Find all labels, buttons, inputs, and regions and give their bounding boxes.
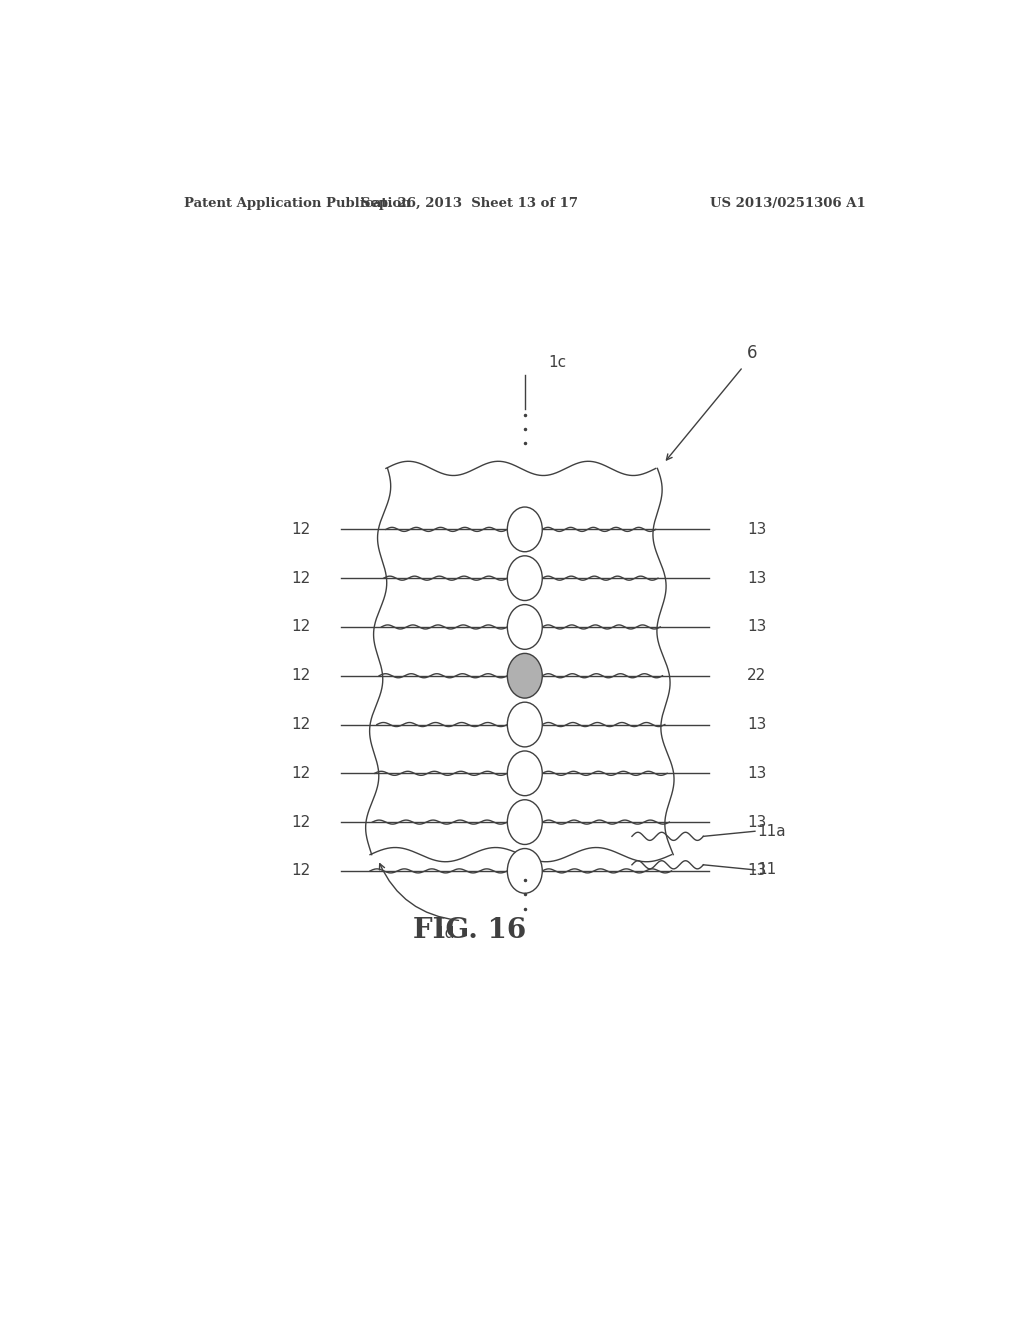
Text: FIG. 16: FIG. 16 [413, 917, 526, 944]
Text: 13: 13 [748, 619, 766, 635]
Text: 12: 12 [291, 814, 310, 829]
Text: Sep. 26, 2013  Sheet 13 of 17: Sep. 26, 2013 Sheet 13 of 17 [360, 197, 578, 210]
Text: 6: 6 [748, 343, 758, 362]
Text: 11a: 11a [758, 824, 786, 838]
Text: 13: 13 [748, 717, 766, 733]
Circle shape [507, 507, 543, 552]
Text: 12: 12 [291, 619, 310, 635]
Text: 11: 11 [758, 862, 776, 878]
Text: 12: 12 [291, 863, 310, 878]
Circle shape [507, 653, 543, 698]
Text: 13: 13 [748, 521, 766, 537]
Circle shape [507, 800, 543, 845]
Text: 1d: 1d [436, 925, 455, 941]
Text: 1c: 1c [549, 355, 566, 370]
Text: Patent Application Publication: Patent Application Publication [183, 197, 411, 210]
Text: 13: 13 [748, 570, 766, 586]
Text: 12: 12 [291, 717, 310, 733]
Text: 12: 12 [291, 570, 310, 586]
Text: 13: 13 [748, 863, 766, 878]
Text: 12: 12 [291, 521, 310, 537]
Text: 13: 13 [748, 814, 766, 829]
Text: 12: 12 [291, 766, 310, 781]
Circle shape [507, 556, 543, 601]
Circle shape [507, 849, 543, 894]
Text: 22: 22 [748, 668, 766, 684]
Circle shape [507, 702, 543, 747]
Text: US 2013/0251306 A1: US 2013/0251306 A1 [711, 197, 866, 210]
Text: 12: 12 [291, 668, 310, 684]
Circle shape [507, 751, 543, 796]
Text: 13: 13 [748, 766, 766, 781]
Circle shape [507, 605, 543, 649]
